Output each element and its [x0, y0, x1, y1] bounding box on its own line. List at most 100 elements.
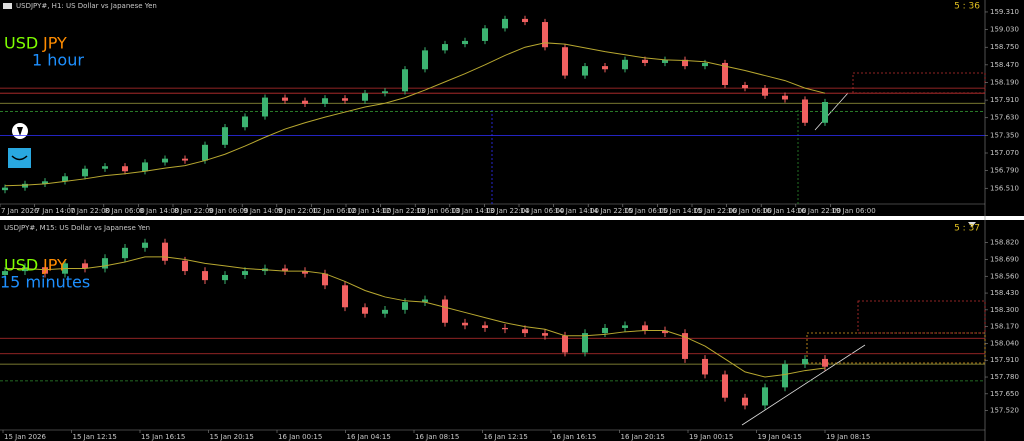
price-label: 158.300	[990, 306, 1019, 314]
candle-body	[602, 66, 608, 70]
time-label: 12 Jan 06:00	[312, 207, 356, 215]
time-label: 16 Jan 00:15	[278, 433, 322, 441]
candle-body	[242, 271, 248, 275]
price-label: 158.430	[990, 289, 1019, 297]
time-label: 15 Jan 06:00	[624, 207, 668, 215]
candle-body	[142, 242, 148, 248]
price-label: 158.040	[990, 339, 1019, 347]
candle-body	[2, 187, 8, 191]
time-label: 15 Jan 12:15	[73, 433, 117, 441]
time-label: 9 Jan 06:00	[209, 207, 249, 215]
candle-body	[562, 47, 568, 76]
candle-body	[282, 97, 288, 101]
candle-body	[702, 62, 708, 67]
price-label: 158.750	[990, 43, 1019, 51]
time-label: 16 Jan 08:15	[415, 433, 459, 441]
price-label: 157.070	[990, 149, 1019, 157]
candle-body	[302, 100, 308, 104]
candle-body	[262, 97, 268, 117]
candle-body	[482, 28, 488, 41]
symbol-quote: JPY	[42, 34, 67, 53]
price-label: 157.520	[990, 407, 1019, 415]
candle-body	[342, 285, 348, 308]
symbol-base: USD	[4, 34, 38, 53]
candle-body	[662, 330, 668, 334]
candle-body	[82, 263, 88, 269]
candle-body	[322, 98, 328, 104]
candle-body	[422, 50, 428, 70]
candle-body	[582, 66, 588, 76]
price-label: 157.780	[990, 373, 1019, 381]
time-label: 16 Jan 12:15	[484, 433, 528, 441]
candle-body	[462, 40, 468, 45]
time-label: 16 Jan 16:15	[552, 433, 596, 441]
candle-body	[362, 307, 368, 314]
candle-body	[282, 268, 288, 272]
timeframe-label: 1 hour	[32, 51, 84, 70]
price-label: 157.650	[990, 390, 1019, 398]
time-label: 7 Jan 14:00	[36, 207, 76, 215]
candle-body	[202, 271, 208, 281]
price-label: 159.310	[990, 8, 1019, 16]
time-label: 19 Jan 00:15	[689, 433, 733, 441]
chart-header: USDJPY#, H1: US Dollar vs Japanese Yen	[16, 2, 157, 10]
price-label: 156.510	[990, 184, 1019, 192]
moving-average	[4, 42, 826, 187]
time-label: 19 Jan 04:15	[758, 433, 802, 441]
candle-body	[382, 309, 388, 314]
candle-body	[322, 273, 328, 286]
candle-body	[482, 325, 488, 328]
candle-body	[662, 59, 668, 63]
symbol-base: USD	[4, 256, 38, 275]
candle-body	[162, 242, 168, 261]
candle-body	[422, 299, 428, 303]
candle-body	[502, 327, 508, 330]
candle-body	[682, 333, 688, 359]
price-label: 157.910	[990, 96, 1019, 104]
candle-body	[382, 91, 388, 94]
timer: 5 : 36	[954, 2, 980, 12]
chart-icon	[3, 3, 12, 9]
candle-body	[62, 176, 68, 182]
time-label: 15 Jan 2026	[4, 433, 47, 441]
time-label: 12 Jan 14:00	[347, 207, 391, 215]
time-label: 16 Jan 06:00	[728, 207, 772, 215]
candle-body	[242, 116, 248, 128]
candle-body	[782, 364, 788, 388]
candle-body	[182, 260, 188, 272]
smile-button[interactable]	[8, 148, 31, 168]
time-label: 8 Jan 22:00	[174, 207, 214, 215]
price-label: 158.170	[990, 323, 1019, 331]
timeframe-label: 15 minutes	[0, 273, 90, 292]
smile-icon	[11, 155, 28, 161]
candle-body	[402, 69, 408, 92]
candle-body	[82, 168, 88, 177]
candle-body	[682, 59, 688, 67]
candle-body	[202, 144, 208, 161]
candle-body	[442, 44, 448, 51]
candle-body	[822, 102, 828, 123]
candle-body	[42, 181, 48, 184]
time-label: 13 Jan 06:00	[416, 207, 460, 215]
candle-body	[102, 258, 108, 269]
time-label: 8 Jan 14:00	[139, 207, 179, 215]
time-label: 16 Jan 04:15	[347, 433, 391, 441]
time-label: 8 Jan 06:00	[105, 207, 145, 215]
pen-icon-tip	[17, 127, 23, 136]
price-label: 157.910	[990, 356, 1019, 364]
candle-body	[122, 247, 128, 259]
candle-body	[742, 85, 748, 89]
candle-body	[522, 18, 528, 23]
trendline	[741, 344, 866, 426]
candle-body	[502, 18, 508, 29]
candle-body	[722, 62, 728, 85]
candle-body	[222, 127, 228, 145]
candle-body	[162, 158, 168, 163]
time-label: 15 Jan 20:15	[210, 433, 254, 441]
price-label: 158.560	[990, 272, 1019, 280]
price-label: 156.790	[990, 167, 1019, 175]
time-label: 9 Jan 22:00	[278, 207, 318, 215]
candle-body	[2, 271, 8, 275]
